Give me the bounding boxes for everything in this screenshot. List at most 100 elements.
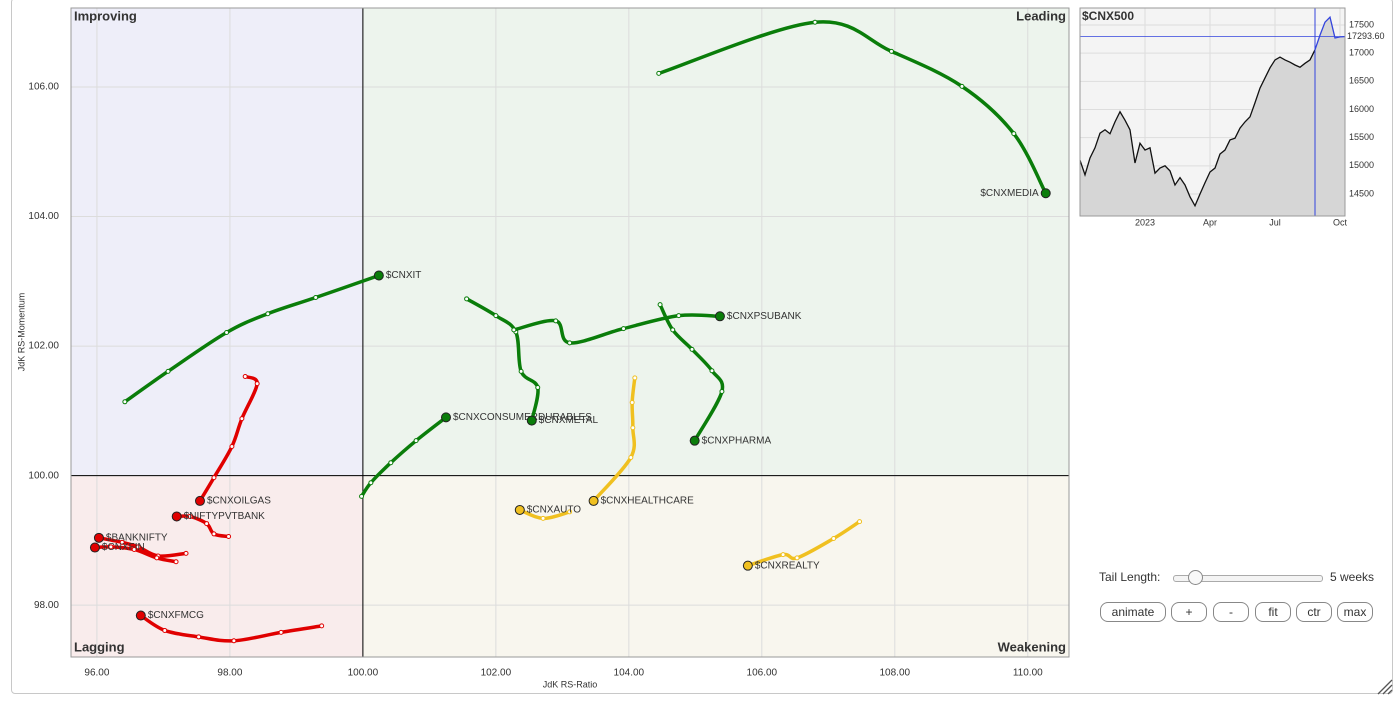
quadrant <box>362 475 1070 657</box>
y-axis-title: JdK RS-Momentum <box>16 293 26 372</box>
tail-point <box>211 475 217 481</box>
tail-point <box>204 521 210 527</box>
tail-point <box>657 302 663 308</box>
x-tick-label: 102.00 <box>481 668 512 679</box>
x-tick-label: 106.00 <box>747 668 778 679</box>
tail-label: Tail Length: <box>1099 570 1161 584</box>
tail-point <box>888 48 894 54</box>
tail-point <box>540 515 546 521</box>
head-point <box>440 412 451 423</box>
plot-border <box>70 7 1070 658</box>
slider-handle[interactable] <box>1188 570 1203 585</box>
y-tick-label: 98.00 <box>34 600 59 611</box>
y-tick-label: 17500 <box>1349 19 1374 29</box>
x-tick-label: Jul <box>1269 217 1281 227</box>
tail-point <box>173 559 179 565</box>
tail-slider[interactable] <box>1173 575 1323 582</box>
tail-point <box>187 513 193 519</box>
tail-point <box>239 416 245 422</box>
y-tick-label: 106.00 <box>28 82 59 93</box>
x-tick-label: 98.00 <box>217 668 242 679</box>
head-point <box>373 270 384 281</box>
tail-point <box>131 546 137 552</box>
head-point <box>93 532 104 543</box>
tail-point <box>630 425 636 431</box>
control-button[interactable]: - <box>1213 602 1249 622</box>
x-tick-label: Apr <box>1203 217 1217 227</box>
tail-point <box>709 368 715 374</box>
tail-point <box>831 535 837 541</box>
tail-point <box>535 385 541 391</box>
y-tick-label: 16000 <box>1349 104 1374 114</box>
x-axis-title: JdK RS-Ratio <box>543 679 598 689</box>
head-point <box>526 415 537 426</box>
tail-point <box>812 19 818 25</box>
tail-point <box>567 340 573 346</box>
tail-point <box>122 399 128 405</box>
series-label: $CNXFIN <box>102 542 145 553</box>
current-label: 17293.60 <box>1347 31 1385 41</box>
tail-point <box>265 311 271 317</box>
series-label: $CNXHEALTHCARE <box>601 496 694 507</box>
y-tick-label: 17000 <box>1349 48 1374 58</box>
control-button[interactable]: fit <box>1255 602 1291 622</box>
tail-point <box>165 368 171 374</box>
y-tick-label: 100.00 <box>28 470 59 481</box>
control-button[interactable]: max <box>1337 602 1373 622</box>
quadrant-label: Leading <box>1016 8 1066 23</box>
tail-point <box>226 534 232 540</box>
head-point <box>588 495 599 506</box>
quadrant-label: Weakening <box>998 639 1066 654</box>
tail-point <box>511 327 517 333</box>
tail-point <box>464 296 470 302</box>
series-label: $BANKNIFTY <box>106 532 168 543</box>
tail <box>123 273 381 404</box>
resize-handle[interactable] <box>1374 676 1394 696</box>
x-tick-label: 110.00 <box>1013 668 1043 679</box>
control-button[interactable]: + <box>1171 602 1207 622</box>
series-label: $CNXMETAL <box>539 415 599 426</box>
tail-point <box>553 318 559 324</box>
tail <box>512 313 722 345</box>
tail-point <box>242 374 248 380</box>
area <box>1080 17 1345 217</box>
tail-point <box>689 346 695 352</box>
head-point <box>714 311 725 322</box>
frame <box>11 0 1393 694</box>
head-point <box>1040 188 1051 199</box>
tail-point <box>518 368 524 374</box>
tail-point <box>780 552 786 558</box>
tail-point <box>567 509 573 515</box>
x-tick-label: 2023 <box>1135 217 1155 227</box>
tail-point <box>628 455 634 461</box>
series-label: $CNXPHARMA <box>702 435 772 446</box>
control-button[interactable]: animate <box>1100 602 1166 622</box>
tail-point <box>670 327 676 333</box>
tail-point <box>211 531 217 537</box>
tail-point <box>359 493 365 499</box>
tail-point <box>231 638 237 644</box>
tail-point <box>794 555 800 561</box>
tail-point <box>229 443 235 449</box>
y-tick-label: 14500 <box>1349 188 1374 198</box>
tail-point <box>676 313 682 319</box>
tail-point <box>278 629 284 635</box>
head-point <box>742 560 753 571</box>
tail-point <box>388 460 394 466</box>
x-tick-label: 96.00 <box>84 668 109 679</box>
control-button[interactable]: ctr <box>1296 602 1332 622</box>
tail-point <box>719 388 725 394</box>
tail-point <box>313 295 319 301</box>
tail-point <box>162 627 168 633</box>
series-label: $CNXMEDIA <box>980 188 1039 199</box>
y-tick-label: 102.00 <box>28 341 59 352</box>
head-point <box>194 495 205 506</box>
series-label: $CNXIT <box>386 270 422 281</box>
y-tick-label: 16500 <box>1349 76 1374 86</box>
tail-point <box>154 555 160 561</box>
mini-title: $CNX500 <box>1082 9 1134 23</box>
tail-point <box>108 544 114 550</box>
head-point <box>135 610 146 621</box>
tail-point <box>224 330 230 335</box>
